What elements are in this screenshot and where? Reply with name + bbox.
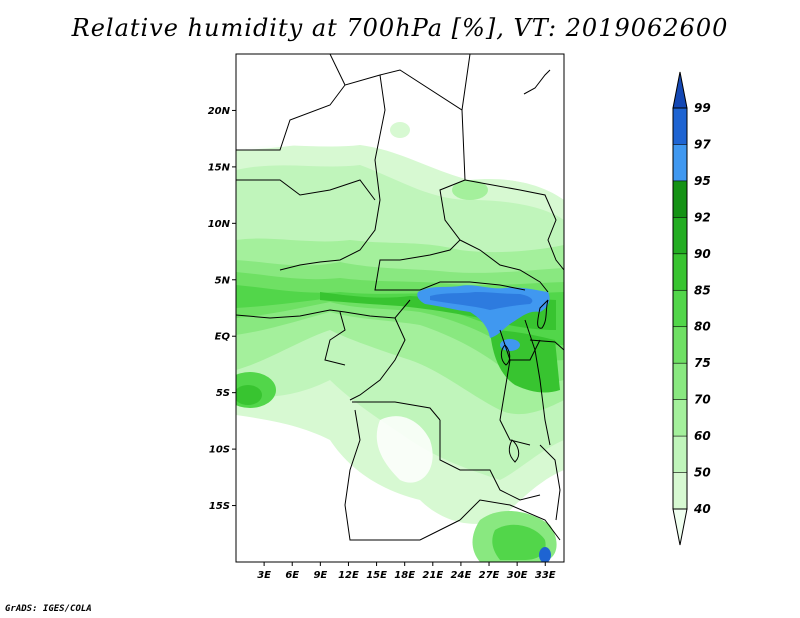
longitude-axis: 3E 6E 9E 12E 15E 18E 21E 24E 27E 30E 33E <box>257 562 556 581</box>
lat-tick-label: 10S <box>209 445 230 456</box>
lat-tick-label: 5N <box>215 275 231 286</box>
colorbar-segment <box>673 290 687 327</box>
lon-tick-label: 24E <box>451 570 472 581</box>
lon-tick-label: 3E <box>257 570 271 581</box>
colorbar-segment <box>673 108 687 145</box>
colorbar-level-label: 95 <box>694 174 711 188</box>
colorbar-level-label: 85 <box>694 283 711 297</box>
colorbar-segment <box>673 144 687 181</box>
lon-tick-label: 12E <box>338 570 359 581</box>
colorbar-segment <box>673 217 687 254</box>
colorbar-level-label: 80 <box>694 320 711 334</box>
colorbar-segment <box>673 363 687 400</box>
rh-99-core <box>430 292 533 310</box>
lon-tick-label: 15E <box>366 570 387 581</box>
colorbar-level-label: 70 <box>694 393 711 407</box>
lon-tick-label: 27E <box>479 570 500 581</box>
rh-50-patch-north <box>390 122 410 138</box>
colorbar-level-label: 97 <box>694 137 711 151</box>
grads-credit: GrADS: IGES/COLA <box>5 604 92 614</box>
rh-97-east-pocket <box>500 339 520 351</box>
colorbar-segment <box>673 399 687 437</box>
lon-tick-label: 9E <box>313 570 327 581</box>
dry-region-sahara-east <box>461 60 564 190</box>
colorbar-segment <box>673 253 687 291</box>
lat-tick-label: 15S <box>209 501 230 512</box>
colorbar-level-label: 60 <box>694 429 711 443</box>
map-frame <box>235 53 565 563</box>
colorbar-level-label: 92 <box>694 210 711 224</box>
colorbar-level-label: 90 <box>694 247 711 261</box>
colorbar-level-label: 50 <box>694 466 711 480</box>
colorbar-segment <box>673 436 687 473</box>
lat-tick-label: 10N <box>208 219 231 230</box>
lat-tick-label: 15N <box>208 162 231 173</box>
lat-tick-label: EQ <box>215 332 231 343</box>
colorbar-max-triangle <box>672 71 688 109</box>
colorbar-segment <box>673 326 687 364</box>
country-borders <box>236 54 564 541</box>
lon-tick-label: 6E <box>285 570 299 581</box>
colorbar-level-label: 40 <box>693 502 711 516</box>
colorbar-level-label: 99 <box>694 101 711 115</box>
rh-70-patch-sudan <box>452 180 488 200</box>
map-title: Relative humidity at 700hPa [%], VT: 201… <box>71 14 729 42</box>
colorbar-level-label: 75 <box>694 356 711 370</box>
latitude-axis: 20N 15N 10N 5N EQ 5S 10S 15S <box>208 106 236 512</box>
lon-tick-label: 33E <box>535 570 556 581</box>
colorbar-min-triangle <box>672 508 688 546</box>
lon-tick-label: 21E <box>422 570 443 581</box>
rh-97-se-pocket <box>539 547 551 562</box>
colorbar-segment <box>673 180 687 218</box>
colorbar-segment <box>673 472 687 509</box>
lat-tick-label: 20N <box>208 106 231 117</box>
lon-tick-label: 30E <box>507 570 528 581</box>
dry-region-sahara-west <box>236 60 364 150</box>
rh-90-west-pocket <box>236 385 262 405</box>
rh-85-se-pocket <box>492 524 546 560</box>
colorbar: 40 50 60 70 75 80 85 90 92 95 97 99 <box>672 71 711 546</box>
humidity-field <box>236 54 564 562</box>
dry-patch-angola <box>376 416 433 483</box>
lat-tick-label: 5S <box>216 388 230 399</box>
lon-tick-label: 18E <box>394 570 415 581</box>
